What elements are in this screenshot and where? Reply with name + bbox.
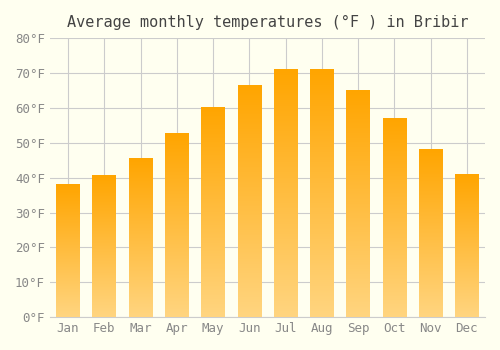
- Title: Average monthly temperatures (°F ) in Bribir: Average monthly temperatures (°F ) in Br…: [66, 15, 468, 30]
